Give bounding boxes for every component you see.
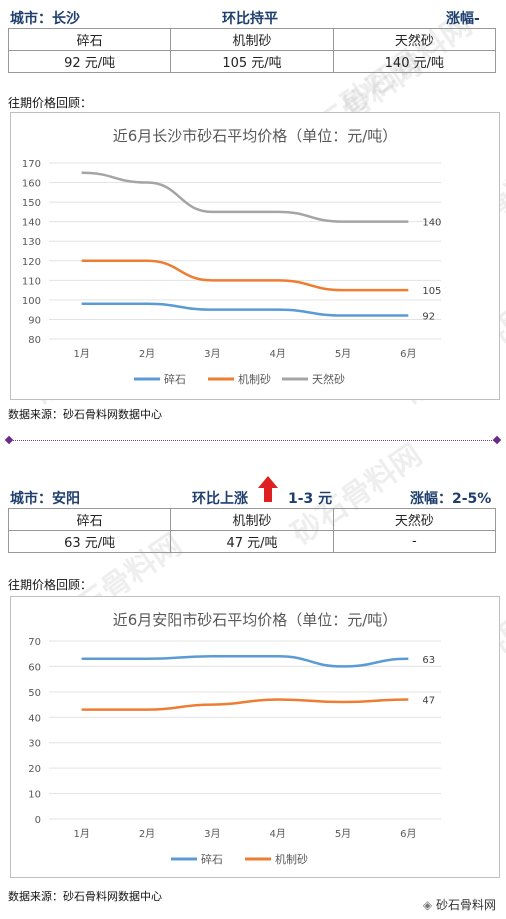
chart-panel: 近6月长沙市砂石平均价格（单位：元/吨） 80 90 100 110 120 130 140 1… — [10, 112, 500, 400]
x-tick-label: 6月 — [400, 828, 416, 840]
y-tick-label: 110 — [22, 276, 41, 287]
table-header-cell: 机制砂 — [170, 28, 334, 51]
trend-label: 环比持平 — [222, 11, 278, 27]
y-tick-label: 30 — [28, 739, 41, 750]
trend-amount: 1-3 元 — [288, 491, 333, 507]
city-label: 城市：长沙 — [10, 11, 80, 27]
chart-title: 近6月长沙市砂石平均价格（单位：元/吨） — [113, 127, 398, 145]
data-label: 105 — [422, 286, 441, 297]
review-label: 往期价格回顾： — [8, 96, 93, 110]
table-row: 92 元/吨 105 元/吨 140 元/吨 — [7, 50, 497, 73]
footer-brand-text: 砂石骨料网 — [435, 898, 496, 912]
chart-panel: 近6月安阳市砂石平均价格（单位：元/吨） 0 10 20 30 40 50 60 70 1月 2月 3… — [10, 596, 500, 878]
legend-label: 机制砂 — [238, 372, 271, 386]
price-table: 碎石 机制砂 天然砂 63 元/吨 47 元/吨 - — [7, 508, 497, 553]
x-tick-label: 3月 — [204, 828, 220, 840]
x-tick-label: 4月 — [269, 828, 285, 840]
price-table: 碎石 机制砂 天然砂 92 元/吨 105 元/吨 140 元/吨 — [7, 28, 497, 73]
data-label: 92 — [422, 312, 435, 323]
y-tick-label: 20 — [28, 764, 41, 775]
y-tick-label: 100 — [22, 296, 41, 307]
city-label: 城市：安阳 — [10, 491, 80, 507]
price-cell: 92 元/吨 — [7, 50, 172, 73]
y-tick-label: 140 — [22, 218, 41, 229]
series-line-机制砂 — [81, 698, 409, 711]
price-cell: - — [332, 530, 497, 553]
up-arrow-icon — [258, 476, 278, 502]
x-tick-label: 1月 — [73, 828, 89, 840]
series-line-碎石 — [81, 302, 409, 317]
chart-title: 近6月安阳市砂石平均价格（单位：元/吨） — [113, 611, 398, 629]
rise-label: 涨幅- — [446, 11, 480, 27]
y-tick-label: 120 — [22, 257, 41, 268]
table-header-cell: 机制砂 — [170, 508, 334, 531]
table-row: 碎石 机制砂 天然砂 — [7, 508, 497, 531]
y-tick-label: 130 — [22, 237, 41, 248]
x-tick-label: 3月 — [204, 348, 220, 360]
data-label: 47 — [422, 695, 435, 706]
series-line-天然砂 — [81, 171, 409, 223]
trend-label: 环比上涨 — [192, 491, 248, 507]
x-tick-label: 5月 — [335, 828, 351, 840]
x-tick-label: 2月 — [139, 348, 155, 360]
y-tick-label: 50 — [28, 688, 41, 699]
rise-label: 涨幅：2-5% — [410, 491, 492, 507]
chart-anyang: 近6月安阳市砂石平均价格（单位：元/吨） 0 10 20 30 40 50 60 70 1月 2月 3… — [28, 611, 441, 866]
table-header-cell: 碎石 — [7, 508, 172, 531]
x-tick-label: 5月 — [335, 348, 351, 360]
section2-header: 城市：安阳 环比上涨 1-3 元 涨幅：2-5% — [0, 484, 506, 510]
y-tick-label: 170 — [22, 159, 41, 170]
y-tick-label: 10 — [28, 790, 41, 801]
divider — [8, 440, 498, 441]
legend-label: 碎石 — [164, 372, 186, 386]
table-row: 63 元/吨 47 元/吨 - — [7, 530, 497, 553]
data-label: 63 — [422, 655, 435, 666]
legend-label: 碎石 — [201, 852, 223, 866]
legend-label: 机制砂 — [275, 852, 308, 866]
wechat-icon: ◈ — [422, 898, 433, 912]
price-cell: 140 元/吨 — [332, 50, 497, 73]
table-header-cell: 天然砂 — [332, 28, 497, 51]
price-cell: 63 元/吨 — [7, 530, 172, 553]
price-cell: 105 元/吨 — [170, 50, 334, 73]
series-line-机制砂 — [81, 259, 409, 292]
price-cell: 47 元/吨 — [170, 530, 334, 553]
section1-header: 城市：长沙 环比持平 涨幅- — [0, 4, 506, 30]
y-tick-label: 70 — [28, 637, 41, 648]
legend-label: 天然砂 — [312, 372, 345, 386]
divider-diamond — [492, 435, 502, 445]
x-tick-label: 2月 — [139, 828, 155, 840]
x-tick-label: 6月 — [400, 348, 416, 360]
x-tick-label: 4月 — [269, 348, 285, 360]
y-tick-label: 0 — [35, 815, 41, 826]
review-label: 往期价格回顾： — [8, 578, 93, 592]
data-label: 140 — [422, 218, 441, 229]
y-tick-label: 60 — [28, 662, 41, 673]
footer-brand: ◈ 砂石骨料网 — [423, 896, 496, 913]
data-source: 数据来源：砂石骨料网数据中心 — [8, 890, 162, 903]
data-source: 数据来源：砂石骨料网数据中心 — [8, 408, 162, 421]
y-tick-label: 80 — [28, 335, 41, 346]
y-tick-label: 150 — [22, 198, 41, 209]
table-header-cell: 天然砂 — [332, 508, 497, 531]
y-tick-label: 90 — [28, 315, 41, 326]
chart-changsha: 近6月长沙市砂石平均价格（单位：元/吨） 80 90 100 110 120 130 140 1… — [22, 127, 442, 386]
series-line-碎石 — [81, 655, 409, 668]
divider-diamond — [4, 435, 14, 445]
y-tick-label: 160 — [22, 179, 41, 190]
table-row: 碎石 机制砂 天然砂 — [7, 28, 497, 51]
y-tick-label: 40 — [28, 713, 41, 724]
x-tick-label: 1月 — [73, 348, 89, 360]
table-header-cell: 碎石 — [7, 28, 172, 51]
